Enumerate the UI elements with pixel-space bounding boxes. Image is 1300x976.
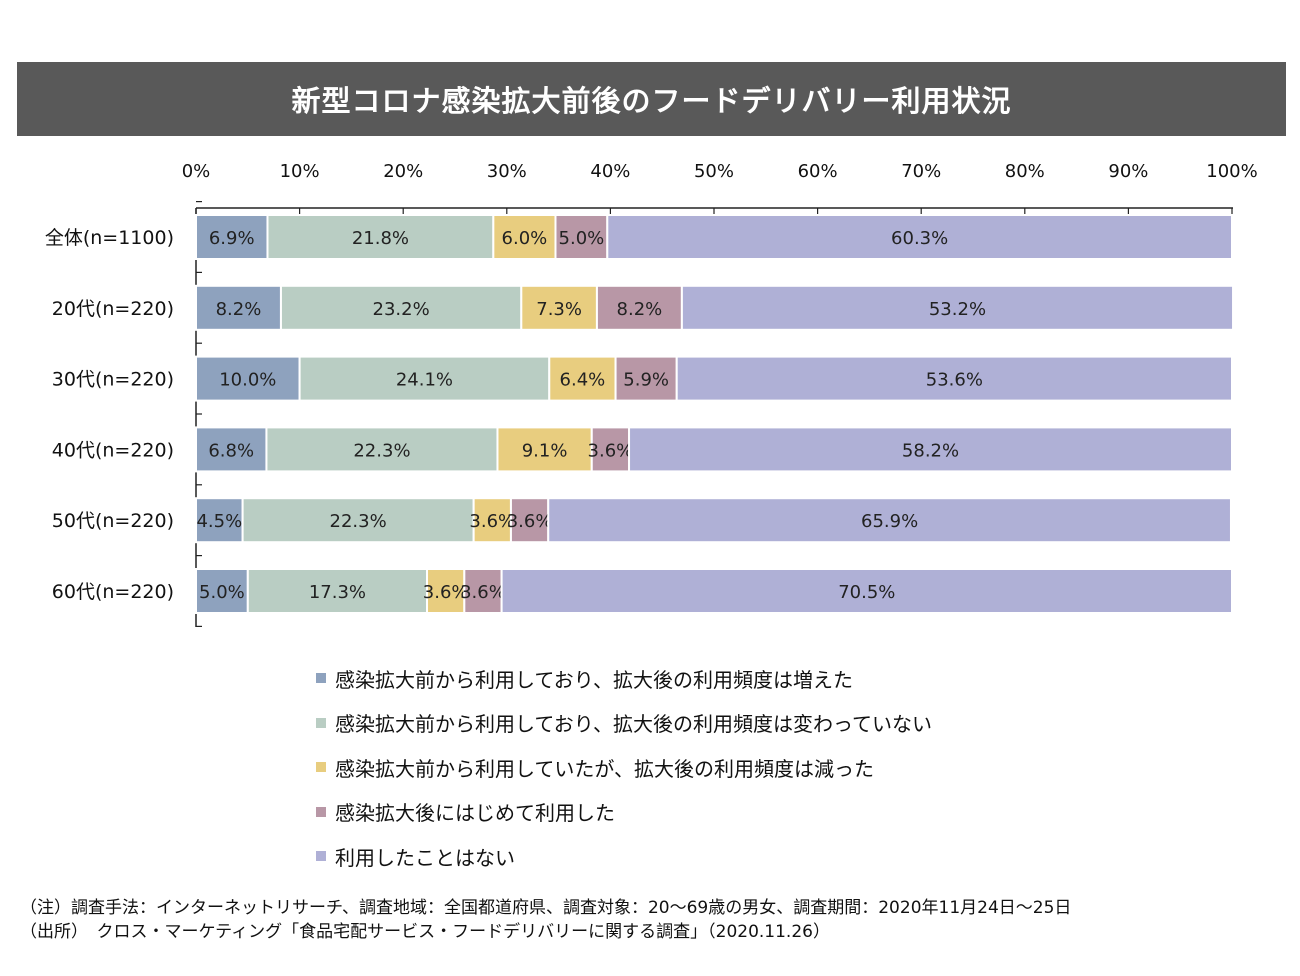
category-label: 60代(n=220): [52, 581, 174, 603]
bar-segment: [195, 284, 282, 331]
data-label: 22.3%: [330, 511, 387, 532]
data-label: 3.6%: [423, 582, 469, 603]
legend-item: 感染拡大後にはじめて利用した: [316, 790, 932, 835]
x-tick-label: 60%: [798, 161, 838, 182]
bar-segment: [500, 568, 1233, 614]
bar-segment: [463, 568, 503, 614]
legend-label: 利用したことはない: [335, 845, 515, 870]
bar-segment: [628, 426, 1233, 473]
data-label: 6.4%: [560, 370, 606, 391]
x-tick-label: 20%: [383, 161, 423, 182]
data-label: 7.3%: [536, 299, 582, 320]
data-label: 17.3%: [309, 582, 366, 603]
data-label: 53.2%: [929, 299, 986, 320]
data-label: 8.2%: [617, 299, 663, 320]
category-label: 20代(n=220): [52, 298, 174, 320]
x-tick-label: 40%: [590, 161, 630, 182]
bar-segment: [195, 497, 244, 544]
data-label: 3.6%: [460, 582, 506, 603]
data-label: 3.6%: [588, 440, 634, 461]
data-label: 3.6%: [507, 511, 553, 532]
x-tick-label: 10%: [280, 161, 320, 182]
bar-segment: [675, 355, 1233, 402]
bar-segment: [680, 284, 1235, 331]
footnote-source: （出所） クロス・マーケティング「食品宅配サービス・フードデリバリーに関する調査…: [20, 922, 830, 942]
data-label: 21.8%: [352, 228, 409, 249]
data-label: 23.2%: [373, 299, 430, 320]
bar-segment: [520, 284, 598, 331]
legend-label: 感染拡大前から利用しており、拡大後の利用頻度は変わっていない: [335, 712, 932, 737]
legend-item: 利用したことはない: [316, 834, 932, 879]
x-tick-label: 70%: [901, 161, 941, 182]
data-label: 65.9%: [861, 511, 918, 532]
data-label: 3.6%: [469, 511, 515, 532]
bar-segment: [472, 497, 512, 544]
bar-segment: [606, 214, 1233, 260]
category-label: 全体(n=1100): [45, 227, 174, 249]
footnote-method: （注）調査手法：インターネットリサーチ、調査地域：全国都道府県、調査対象：20～…: [20, 898, 1072, 918]
bar-segment: [614, 355, 678, 402]
x-tick-label: 100%: [1206, 161, 1257, 182]
x-tick-label: 50%: [694, 161, 734, 182]
data-label: 5.0%: [559, 228, 605, 249]
data-label: 6.8%: [208, 440, 254, 461]
bar-segment: [195, 355, 301, 402]
bar-segment: [548, 355, 617, 402]
data-label: 8.2%: [216, 299, 262, 320]
category-label: 30代(n=220): [52, 369, 174, 391]
legend-swatch: [316, 851, 326, 862]
legend-item: 感染拡大前から利用しており、拡大後の利用頻度は増えた: [316, 656, 932, 701]
legend-swatch: [316, 762, 326, 773]
x-tick-label: 80%: [1005, 161, 1045, 182]
data-label: 5.9%: [623, 370, 669, 391]
bar-segment: [492, 214, 557, 260]
legend-label: 感染拡大前から利用していたが、拡大後の利用頻度は減った: [335, 756, 874, 781]
chart-legend: 感染拡大前から利用しており、拡大後の利用頻度は増えた感染拡大前から利用しており、…: [316, 656, 932, 879]
category-label: 50代(n=220): [52, 510, 174, 532]
bar-segment: [195, 214, 269, 260]
data-label: 60.3%: [891, 228, 948, 249]
data-label: 6.0%: [502, 228, 548, 249]
bar-segment: [266, 214, 495, 260]
legend-label: 感染拡大前から利用しており、拡大後の利用頻度は増えた: [335, 667, 853, 692]
legend-swatch: [316, 673, 326, 684]
bar-segment: [547, 497, 1232, 544]
bar-segment: [265, 426, 499, 473]
data-label: 58.2%: [902, 440, 959, 461]
data-label: 4.5%: [196, 511, 242, 532]
category-label: 40代(n=220): [52, 439, 174, 461]
chart-title: 新型コロナ感染拡大前後のフードデリバリー利用状況: [291, 84, 1012, 118]
x-tick-label: 0%: [182, 161, 211, 182]
data-label: 9.1%: [522, 440, 568, 461]
data-label: 22.3%: [353, 440, 410, 461]
data-label: 24.1%: [396, 370, 453, 391]
legend-item: 感染拡大前から利用していたが、拡大後の利用頻度は減った: [316, 745, 932, 790]
x-tick-label: 30%: [487, 161, 527, 182]
bar-segment: [496, 426, 593, 473]
legend-swatch: [316, 806, 326, 817]
data-label: 6.9%: [209, 228, 255, 249]
data-label: 10.0%: [219, 370, 276, 391]
stacked-bar-chart: 0% 10% 20% 30% 40% 50% 60% 70% 80% 90% 100% 全体(n=11…: [45, 161, 1258, 627]
data-label: 70.5%: [838, 582, 895, 603]
legend-label: 感染拡大後にはじめて利用した: [335, 801, 615, 826]
legend-swatch: [316, 717, 326, 728]
bar-segment: [195, 426, 268, 473]
footnotes: （注）調査手法：インターネットリサーチ、調査地域：全国都道府県、調査対象：20～…: [20, 896, 1071, 944]
data-label: 53.6%: [926, 370, 983, 391]
chart-title-banner: 新型コロナ感染拡大前後のフードデリバリー利用状況: [17, 62, 1286, 136]
bar-segment: [509, 497, 550, 544]
bar-segment: [195, 568, 249, 614]
data-label: 5.0%: [199, 582, 245, 603]
x-tick-label: 90%: [1108, 161, 1148, 182]
legend-item: 感染拡大前から利用しており、拡大後の利用頻度は変わっていない: [316, 701, 932, 746]
bar-segment: [241, 497, 475, 544]
